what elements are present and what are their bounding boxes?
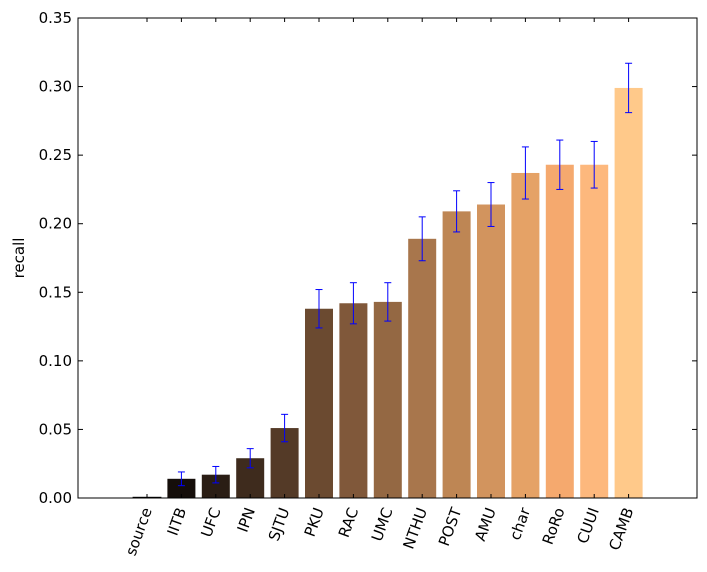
bars-group <box>132 87 643 499</box>
y-tick-label: 0.10 <box>39 352 72 370</box>
errorbar-iitb <box>177 471 185 487</box>
errorbar-camb <box>625 62 633 114</box>
bar-cuui <box>580 164 609 499</box>
errorbar-ufc <box>212 465 220 484</box>
errorbar-cuui <box>590 140 598 189</box>
bar-char <box>511 172 540 498</box>
y-tick-label: 0.20 <box>39 215 72 233</box>
errorbar-ipn <box>246 448 254 469</box>
bar-ufc <box>201 474 230 498</box>
y-tick-label: 0.00 <box>39 489 72 507</box>
errorbar-sjtu <box>281 413 289 443</box>
bar-pku <box>305 308 333 498</box>
errorbar-post <box>453 190 461 233</box>
bar-camb <box>614 87 643 498</box>
y-tick-label: 0.15 <box>39 283 72 301</box>
y-tick-label: 0.35 <box>39 9 72 27</box>
errorbars-group <box>177 62 633 487</box>
errorbar-rac <box>349 282 357 325</box>
errorbar-roro <box>556 139 564 190</box>
errorbar-umc <box>384 282 392 322</box>
y-tick-label: 0.05 <box>39 420 72 438</box>
bar-rac <box>339 303 368 498</box>
bar-umc <box>373 301 402 498</box>
bar-roro <box>545 164 574 499</box>
bar-post <box>442 211 471 498</box>
errorbar-nthu <box>418 216 426 262</box>
errorbar-char <box>521 146 529 200</box>
y-tick-label: 0.30 <box>39 78 72 96</box>
bar-iitb <box>167 478 196 498</box>
bar-amu <box>477 204 505 498</box>
errorbar-pku <box>315 289 323 329</box>
y-axis-label: recall <box>10 238 28 279</box>
plot-frame <box>77 17 698 499</box>
errorbar-amu <box>487 182 495 227</box>
bar-nthu <box>408 238 437 499</box>
y-tick-label: 0.25 <box>39 146 72 164</box>
y-axis: 0.00 0.05 0.10 0.15 0.20 0.25 0.30 0.35 <box>39 9 697 507</box>
